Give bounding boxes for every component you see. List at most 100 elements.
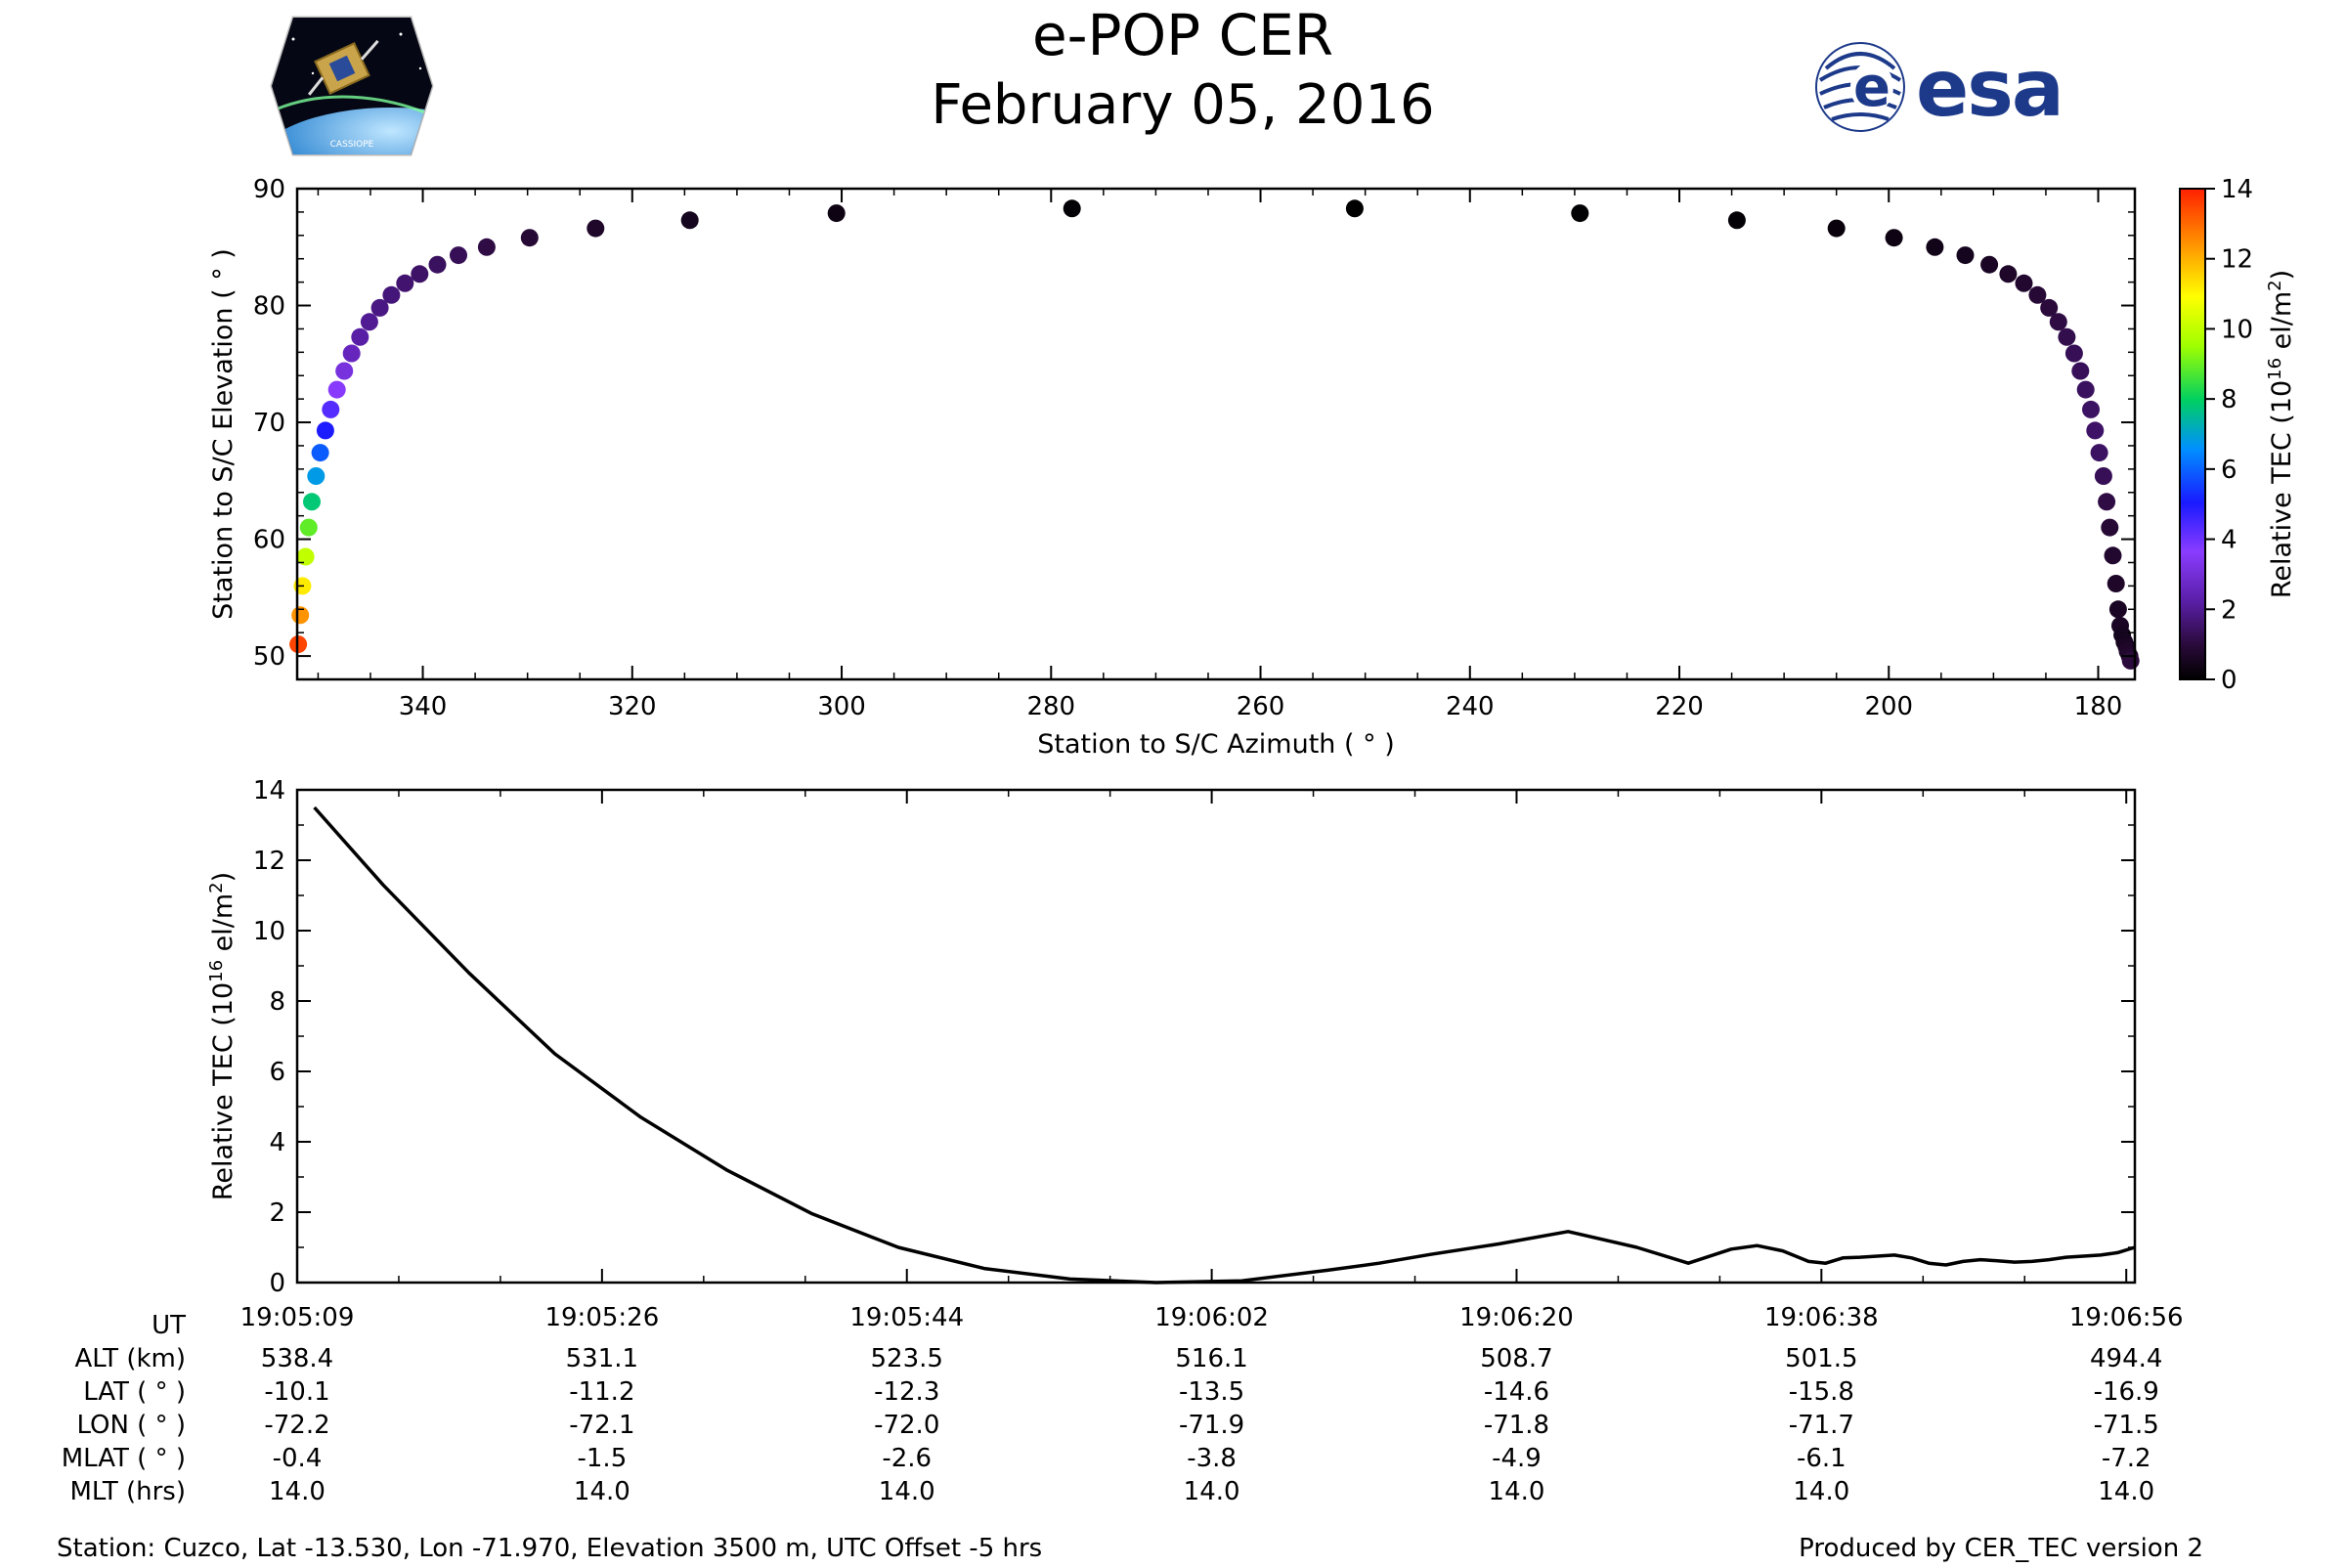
page-date: February 05, 2016 bbox=[931, 73, 1434, 137]
ephemeris-cell: 14.0 bbox=[574, 1477, 630, 1506]
x-tick-label: 320 bbox=[608, 692, 657, 721]
scatter-point bbox=[477, 238, 496, 256]
scatter-point bbox=[2076, 380, 2095, 399]
scatter-point bbox=[2104, 546, 2122, 565]
ephemeris-cell: -1.5 bbox=[578, 1444, 628, 1473]
scatter-point bbox=[586, 219, 605, 238]
ephemeris-cell: 508.7 bbox=[1480, 1344, 1552, 1373]
colorbar: 0 2 4 6 8 10 12 14 Relative TEC (1016 el/m2) bbox=[2179, 175, 2297, 695]
ephemeris-cell: -12.3 bbox=[874, 1377, 939, 1407]
ephemeris-cell: 531.1 bbox=[566, 1344, 638, 1373]
y-tick-label: 12 bbox=[253, 847, 285, 876]
y-tick-label: 14 bbox=[253, 776, 285, 806]
colorbar-tick-label: 6 bbox=[2221, 456, 2237, 485]
colorbar-tick-label: 14 bbox=[2221, 175, 2253, 204]
ephemeris-row-label: MLT (hrs) bbox=[70, 1477, 187, 1506]
scatter-point bbox=[428, 255, 447, 274]
ephemeris-row-label: LAT ( ° ) bbox=[83, 1377, 186, 1407]
y-tick-label: 60 bbox=[253, 526, 285, 555]
tec-series-line bbox=[313, 806, 2136, 1285]
ephemeris-row-label: LON ( ° ) bbox=[76, 1411, 186, 1440]
ephemeris-cell: -71.8 bbox=[1484, 1411, 1549, 1440]
scatter-point bbox=[2071, 362, 2090, 380]
scatter-point bbox=[382, 285, 401, 304]
svg-text:e: e bbox=[1853, 56, 1890, 119]
colorbar-tick-label: 10 bbox=[2221, 315, 2253, 344]
scatter-point bbox=[827, 204, 846, 223]
page-title: e-POP CER bbox=[1032, 2, 1333, 68]
scatter-point bbox=[2090, 444, 2108, 462]
colorbar-gradient bbox=[2179, 188, 2206, 680]
tec-time-chart: 0 2 4 6 8 10 12 14 Relative TEC (1016 el/m2) bbox=[206, 776, 2137, 1298]
scatter-point bbox=[2015, 274, 2033, 292]
ephemeris-cell: 14.0 bbox=[1184, 1477, 1240, 1506]
scatter-point bbox=[311, 444, 329, 462]
scatter-point bbox=[1999, 265, 2018, 283]
ephemeris-cell: 14.0 bbox=[1793, 1477, 1849, 1506]
scatter-point bbox=[2108, 600, 2127, 619]
scatter-point bbox=[2049, 313, 2067, 331]
scatter-point bbox=[520, 229, 539, 247]
top-y-axis-label: Station to S/C Elevation ( ° ) bbox=[208, 248, 239, 620]
elevation-azimuth-chart: 340 320 300 280 260 240 220 200 180 50 60 70 80 90 St… bbox=[208, 175, 2140, 760]
ephemeris-cell: -2.6 bbox=[882, 1444, 932, 1473]
ephemeris-cell: -14.6 bbox=[1484, 1377, 1549, 1407]
scatter-point bbox=[307, 467, 326, 485]
top-plot-frame bbox=[295, 187, 2137, 681]
x-tick-label: 200 bbox=[1864, 692, 1913, 721]
scatter-point bbox=[1956, 246, 1975, 265]
ephemeris-cell: 494.4 bbox=[2090, 1344, 2162, 1373]
y-tick-label: 2 bbox=[269, 1198, 285, 1228]
scatter-point bbox=[2107, 575, 2125, 592]
ephemeris-cell: 19:05:09 bbox=[240, 1303, 355, 1332]
y-tick-label: 90 bbox=[253, 175, 285, 204]
scatter-point bbox=[1571, 204, 1589, 223]
ephemeris-cell: 19:05:26 bbox=[544, 1303, 659, 1332]
ephemeris-cell: 19:06:20 bbox=[1459, 1303, 1574, 1332]
scatter-point bbox=[450, 246, 467, 265]
scatter-point bbox=[360, 313, 378, 331]
ephemeris-cell: 19:06:38 bbox=[1764, 1303, 1879, 1332]
bottom-plot-frame bbox=[295, 788, 2137, 1285]
y-tick-label: 8 bbox=[269, 987, 285, 1017]
esa-logo: e esa bbox=[1815, 42, 2064, 134]
scatter-point bbox=[303, 493, 321, 511]
ephemeris-cell: -71.9 bbox=[1179, 1411, 1244, 1440]
scatter-point bbox=[1926, 238, 1944, 256]
ephemeris-cell: 14.0 bbox=[269, 1477, 326, 1506]
scatter-point bbox=[322, 400, 340, 418]
scatter-point bbox=[1345, 199, 1364, 218]
esa-logo-text: esa bbox=[1916, 43, 2063, 134]
ephemeris-cell: 14.0 bbox=[2098, 1477, 2154, 1506]
bottom-y-axis-label: Relative TEC (1016 el/m2) bbox=[206, 872, 239, 1200]
scatter-point bbox=[680, 211, 699, 230]
elevation-points bbox=[289, 199, 2140, 670]
scatter-point bbox=[2028, 285, 2047, 304]
ephemeris-row-label: UT bbox=[152, 1311, 186, 1340]
scatter-point bbox=[335, 362, 354, 380]
ephemeris-cell: -16.9 bbox=[2094, 1377, 2159, 1407]
colorbar-tick-label: 4 bbox=[2221, 526, 2237, 555]
ephemeris-cell: 523.5 bbox=[871, 1344, 943, 1373]
colorbar-tick-label: 2 bbox=[2221, 595, 2237, 625]
scatter-point bbox=[1827, 219, 1846, 238]
scatter-point bbox=[2064, 344, 2083, 363]
ephemeris-cell: 19:05:44 bbox=[849, 1303, 964, 1332]
y-tick-label: 0 bbox=[269, 1269, 285, 1298]
y-tick-label: 50 bbox=[253, 642, 285, 672]
x-tick-label: 240 bbox=[1446, 692, 1495, 721]
colorbar-tick-label: 12 bbox=[2221, 245, 2253, 275]
ephemeris-cell: -71.5 bbox=[2094, 1411, 2159, 1440]
x-tick-label: 260 bbox=[1237, 692, 1285, 721]
ephemeris-cell: -4.9 bbox=[1492, 1444, 1542, 1473]
scatter-point bbox=[370, 298, 389, 317]
scatter-point bbox=[327, 380, 346, 399]
scatter-point bbox=[291, 606, 310, 625]
top-axis-ticks: 340 320 300 280 260 240 220 200 180 50 60 70 80 90 bbox=[253, 175, 2135, 721]
scatter-point bbox=[2040, 298, 2059, 317]
scatter-point bbox=[2082, 400, 2100, 418]
x-tick-label: 220 bbox=[1655, 692, 1704, 721]
y-tick-label: 6 bbox=[269, 1058, 285, 1087]
ephemeris-cell: 14.0 bbox=[879, 1477, 935, 1506]
